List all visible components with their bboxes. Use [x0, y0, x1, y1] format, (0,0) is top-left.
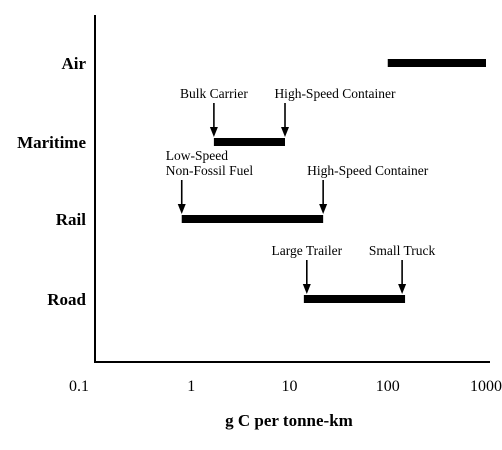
category-label: Rail [56, 210, 87, 229]
annotation: Small Truck [369, 243, 436, 294]
x-tick-label: 10 [282, 378, 298, 395]
annotation-arrow-head [398, 284, 407, 294]
annotation-arrow-head [319, 204, 328, 214]
annotation-arrow-head [177, 204, 186, 214]
category-label: Maritime [17, 133, 86, 152]
annotation: High-Speed Container [307, 163, 429, 214]
category-labels: Air Maritime Rail Road [17, 54, 86, 309]
annotation-label: Small Truck [369, 243, 436, 258]
range-bar [303, 295, 406, 303]
annotation: Large Trailer [271, 243, 343, 294]
x-tick-label: 1 [187, 378, 195, 395]
axes [94, 15, 490, 363]
annotations: Bulk Carrier High-Speed Container Low-Spee… [166, 86, 436, 294]
range-bar [181, 215, 324, 223]
annotation-label: Large Trailer [271, 243, 342, 258]
annotation-label: High-Speed Container [274, 86, 396, 101]
category-label: Air [61, 54, 86, 73]
annotation: High-Speed Container [274, 86, 396, 137]
annotation: Bulk Carrier [180, 86, 248, 137]
annotation-arrow-head [281, 127, 290, 137]
x-tick-label: 100 [376, 378, 400, 395]
annotation-arrow-head [209, 127, 218, 137]
category-label: Road [47, 290, 86, 309]
x-tick-label: 0.1 [69, 378, 89, 395]
range-bar [213, 138, 286, 146]
annotation-arrow-head [302, 284, 311, 294]
annotation-label: Bulk Carrier [180, 86, 248, 101]
annotation-label: Low-Speed [166, 148, 228, 163]
x-tick-label: 1000 [470, 378, 502, 395]
x-axis-label: g C per tonne-km [225, 411, 353, 430]
range-bars [181, 59, 486, 303]
range-bar [387, 59, 486, 67]
annotation-label: High-Speed Container [307, 163, 429, 178]
x-tick-labels: 0.1 1 10 100 1000 [69, 378, 502, 395]
annotation-label: Non-Fossil Fuel [166, 163, 254, 178]
